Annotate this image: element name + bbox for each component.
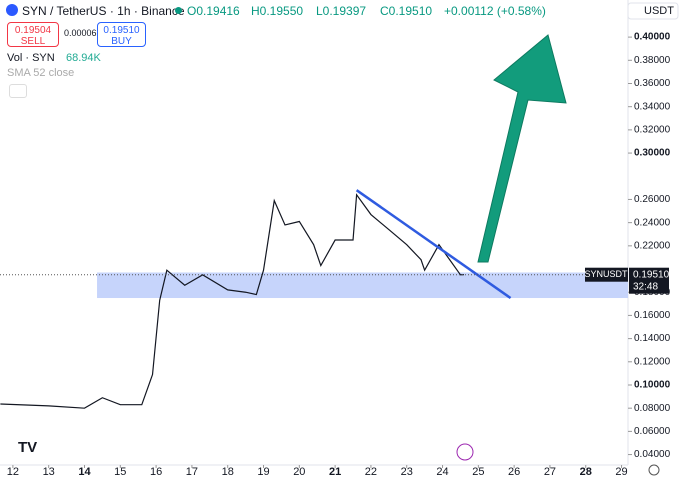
x-tick-label: 17	[186, 466, 198, 478]
support-zone	[97, 272, 628, 299]
price-line	[0, 193, 465, 409]
trendline	[355, 189, 512, 300]
buy-label: BUY	[111, 36, 132, 47]
y-tick-label: 0.26000	[634, 194, 671, 205]
y-tick-label: 0.08000	[634, 403, 671, 414]
y-tick-label: 0.14000	[634, 333, 671, 344]
settings-icon[interactable]	[648, 464, 660, 476]
ohlc-close: C0.19510	[380, 4, 433, 18]
y-tick-label: 0.34000	[634, 101, 671, 112]
x-tick-label: 29	[615, 466, 627, 478]
sma-label: SMA 52 close	[7, 67, 75, 79]
x-tick-label: 14	[78, 466, 91, 478]
ohlc-high: H0.19550	[251, 4, 304, 18]
x-tick-label: 24	[436, 466, 448, 478]
collapse-button[interactable]	[9, 84, 27, 98]
y-tick-label: 0.10000	[634, 380, 671, 391]
logo: TV	[18, 439, 37, 456]
x-tick-label: 19	[257, 466, 269, 478]
price-tag	[629, 267, 669, 294]
price-tag-label: 0.19510	[633, 269, 670, 280]
volume-label: Vol · SYN	[7, 52, 55, 64]
y-tick-label: 0.40000	[634, 32, 671, 43]
arrow	[477, 34, 567, 263]
x-tick-label: 12	[7, 466, 19, 478]
x-tick-label: 20	[293, 466, 305, 478]
x-tick-label: 27	[544, 466, 556, 478]
y-tick-label: 0.22000	[634, 240, 671, 251]
currency: USDT	[644, 5, 674, 17]
y-tick-label: 0.06000	[634, 426, 671, 437]
countdown: 32:48	[633, 281, 658, 292]
y-tick-label: 0.12000	[634, 356, 671, 367]
x-tick-label: 22	[365, 466, 377, 478]
currency-button[interactable]	[627, 2, 679, 20]
x-tick-label: 26	[508, 466, 520, 478]
x-tick-label: 25	[472, 466, 484, 478]
y-tick-label: 0.32000	[634, 125, 671, 136]
event-icon	[456, 443, 474, 461]
ohlc-change: +0.00112 (+0.58%)	[444, 4, 546, 18]
x-tick-label: 21	[329, 466, 341, 478]
buy-price: 0.19510	[103, 25, 140, 36]
x-tick-label: 16	[150, 466, 162, 478]
symbol-tag-label: SYNUSDT	[584, 269, 628, 279]
sell-price: 0.19504	[14, 25, 52, 36]
x-tick-label: 28	[580, 466, 592, 478]
ohlc-open: O0.19416	[187, 4, 240, 18]
y-tick-label: 0.30000	[634, 148, 671, 159]
y-tick-label: 0.24000	[634, 217, 671, 228]
buy-button[interactable]: 0.19510 BUY	[97, 22, 146, 47]
x-tick-label: 15	[114, 466, 126, 478]
volume-value: 68.94K	[66, 52, 101, 64]
y-tick-label: 0.36000	[634, 78, 671, 89]
x-tick-label: 23	[401, 466, 413, 478]
status-dot	[175, 7, 182, 14]
sell-label: SELL	[20, 36, 46, 47]
symbol[interactable]: SYN / TetherUS · 1h · Binance	[22, 4, 185, 18]
ohlc-low: L0.19397	[316, 4, 367, 18]
x-tick-label: 18	[222, 466, 234, 478]
logo-dot	[6, 4, 18, 16]
y-tick-label: 0.04000	[634, 449, 671, 460]
spread: 0.00006	[64, 28, 97, 38]
y-tick-label: 0.38000	[634, 55, 671, 66]
x-tick-label: 13	[43, 466, 55, 478]
sell-button[interactable]: 0.19504 SELL	[7, 22, 59, 47]
y-tick-label: 0.16000	[634, 310, 671, 321]
symbol-tag	[585, 267, 628, 282]
